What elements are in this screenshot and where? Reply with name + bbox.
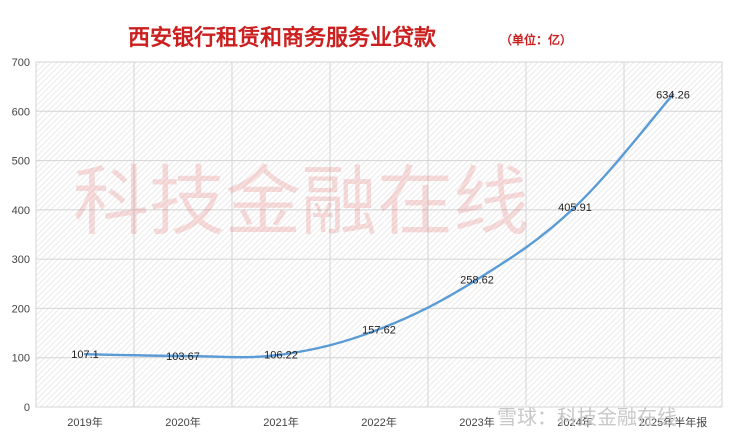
data-label: 103.67 [166,351,200,363]
y-tick-label: 700 [12,57,30,69]
y-tick-label: 100 [12,353,30,365]
y-tick-label: 300 [12,254,30,266]
x-tick-label: 2021年 [263,415,298,429]
y-axis-ticks: 0 100 200 300 400 500 600 700 [12,57,30,414]
data-labels: 107.1 103.67 106.22 157.62 258.62 405.91 634.2… [71,89,690,363]
chart-unit-note: （单位：亿） [500,32,572,47]
watermark-corner: 雪球：科技金融在线 [497,405,677,429]
x-tick-label: 2024年 [557,415,592,429]
y-tick-label: 200 [12,303,30,315]
chart-title: 西安银行租赁和商务服务业贷款 [128,25,437,51]
plot-area [35,61,723,408]
x-tick-label: 2022年 [361,415,396,429]
data-label: 634.26 [656,89,690,101]
data-label: 405.91 [558,202,592,214]
y-tick-label: 600 [12,106,30,118]
data-label: 258.62 [460,275,494,287]
y-tick-label: 400 [12,205,30,217]
data-label: 107.1 [71,349,99,361]
watermark-center: 科技金融在线 [73,157,529,246]
data-label: 157.62 [362,324,396,336]
series-line [83,93,675,359]
x-tick-label: 2020年 [165,415,200,429]
x-tick-label: 2023年 [459,415,494,429]
y-tick-label: 500 [12,156,30,168]
data-label: 106.22 [264,350,298,362]
x-tick-label: 2019年 [67,415,102,429]
grid-lines [36,61,722,408]
x-axis-ticks: 2019年 2020年 2021年 2022年 2023年 2024年 2025年半年报 [67,415,707,429]
y-tick-label: 0 [24,402,30,414]
x-tick-label: 2025年半年报 [639,415,707,429]
